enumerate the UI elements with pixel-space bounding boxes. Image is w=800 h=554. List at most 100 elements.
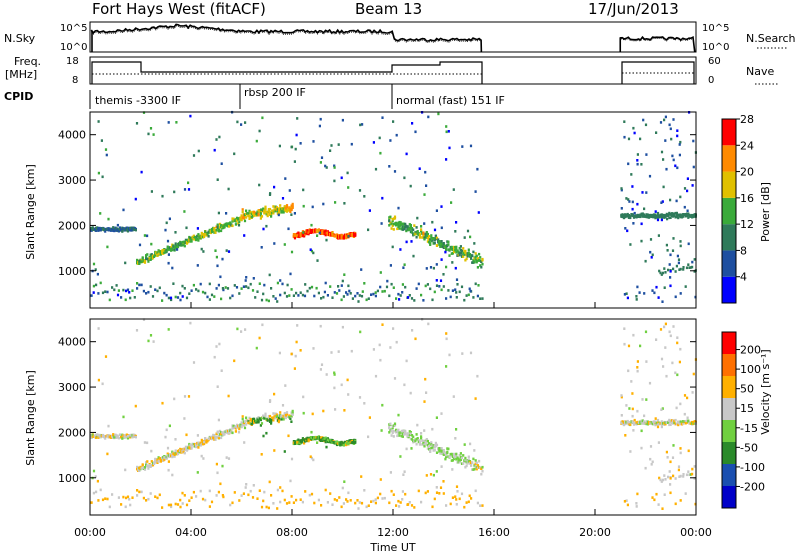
velocity-cell: [360, 501, 364, 505]
power-cell: [639, 137, 642, 141]
power-cell: [405, 225, 408, 228]
velocity-cell: [149, 334, 153, 337]
velocity-cell: [451, 468, 454, 471]
power-cell: [251, 289, 255, 292]
power-cell: [165, 293, 168, 297]
power-cell: [630, 173, 633, 176]
velocity-cell: [414, 438, 417, 441]
velocity-cell: [625, 499, 628, 502]
velocity-cell: [350, 349, 353, 353]
power-cell: [634, 214, 637, 218]
power-cell: [117, 229, 120, 233]
velocity-cell: [475, 467, 478, 471]
power-cell: [683, 205, 686, 209]
velocity-cell: [660, 480, 663, 483]
power-cell: [240, 123, 243, 126]
power-cell: [413, 299, 416, 302]
power-cell: [276, 281, 279, 285]
power-cell: [393, 215, 397, 219]
velocity-cell: [687, 420, 690, 423]
velocity-cell: [335, 499, 339, 502]
power-cell: [679, 215, 682, 219]
power-cell: [417, 282, 420, 286]
power-cell: [312, 140, 315, 143]
velocity-ylabel: Slant Range [km]: [24, 370, 37, 466]
freq-right-tick-low: 0: [708, 75, 714, 86]
velocity-cell: [302, 438, 305, 441]
power-cell: [388, 224, 391, 227]
velocity-cell: [126, 495, 130, 499]
velocity-cell: [259, 424, 262, 427]
power-cell: [685, 214, 689, 218]
velocity-cell: [136, 494, 139, 497]
velocity-cell: [317, 498, 320, 502]
power-cell: [105, 153, 108, 157]
velocity-cell: [284, 384, 287, 387]
power-cell: [477, 211, 480, 214]
velocity-cell: [283, 412, 286, 415]
power-cell: [431, 239, 434, 242]
power-cell: [208, 298, 211, 301]
power-cell: [231, 224, 234, 228]
power-cell: [651, 289, 654, 292]
power-cell: [481, 262, 484, 266]
power-cell: [329, 149, 332, 152]
velocity-cell: [476, 466, 479, 469]
velocity-cell: [276, 417, 279, 421]
power-cell: [217, 283, 220, 287]
velocity-cell: [620, 394, 623, 397]
power-cell: [668, 211, 671, 215]
velocity-cell: [404, 429, 407, 433]
power-cell: [126, 229, 130, 233]
power-cell: [225, 224, 228, 227]
power-cell: [633, 211, 636, 215]
velocity-cell: [445, 504, 448, 507]
power-cell: [661, 271, 665, 275]
power-cell: [448, 254, 451, 257]
power-cell: [262, 207, 265, 211]
cpid-mode-normal: normal (fast) 151 IF: [396, 94, 505, 107]
power-cell: [245, 212, 248, 216]
velocity-cell: [404, 432, 407, 436]
power-cell: [453, 250, 456, 254]
power-cell: [200, 231, 203, 235]
power-cell: [363, 195, 366, 198]
velocity-cell: [467, 455, 470, 459]
ytick-label: 4000: [58, 129, 86, 142]
power-cell: [670, 137, 673, 141]
power-cell: [343, 202, 346, 205]
power-cell: [426, 237, 429, 240]
velocity-cell: [225, 456, 228, 459]
velocity-cell: [381, 403, 384, 407]
velocity-cell: [128, 498, 131, 501]
power-cell: [124, 298, 127, 302]
power-cell: [145, 292, 148, 295]
power-cell: [183, 287, 186, 290]
power-cell: [166, 245, 169, 249]
power-cell: [640, 163, 643, 166]
power-cell: [225, 249, 228, 252]
power-cell: [226, 287, 230, 290]
velocity-cell: [280, 418, 283, 421]
power-cell: [643, 214, 646, 217]
velocity-cell: [442, 449, 445, 452]
velocity-cell: [213, 436, 216, 440]
velocity-cell: [129, 503, 132, 507]
power-cell: [674, 215, 677, 219]
velocity-cell: [656, 418, 660, 422]
velocity-cell: [152, 340, 155, 343]
power-cell: [255, 139, 258, 143]
velocity-cell: [176, 452, 180, 456]
velocity-cell: [410, 504, 414, 507]
power-cell: [669, 213, 672, 216]
velocity-cell: [674, 371, 677, 375]
velocity-cell: [341, 486, 344, 490]
velocity-cell: [294, 354, 297, 358]
velocity-cell: [190, 496, 193, 499]
power-cell: [351, 234, 354, 237]
power-cell: [429, 287, 432, 291]
power-cell: [295, 133, 298, 137]
velocity-cell: [693, 477, 696, 480]
velocity-cell: [200, 442, 203, 446]
